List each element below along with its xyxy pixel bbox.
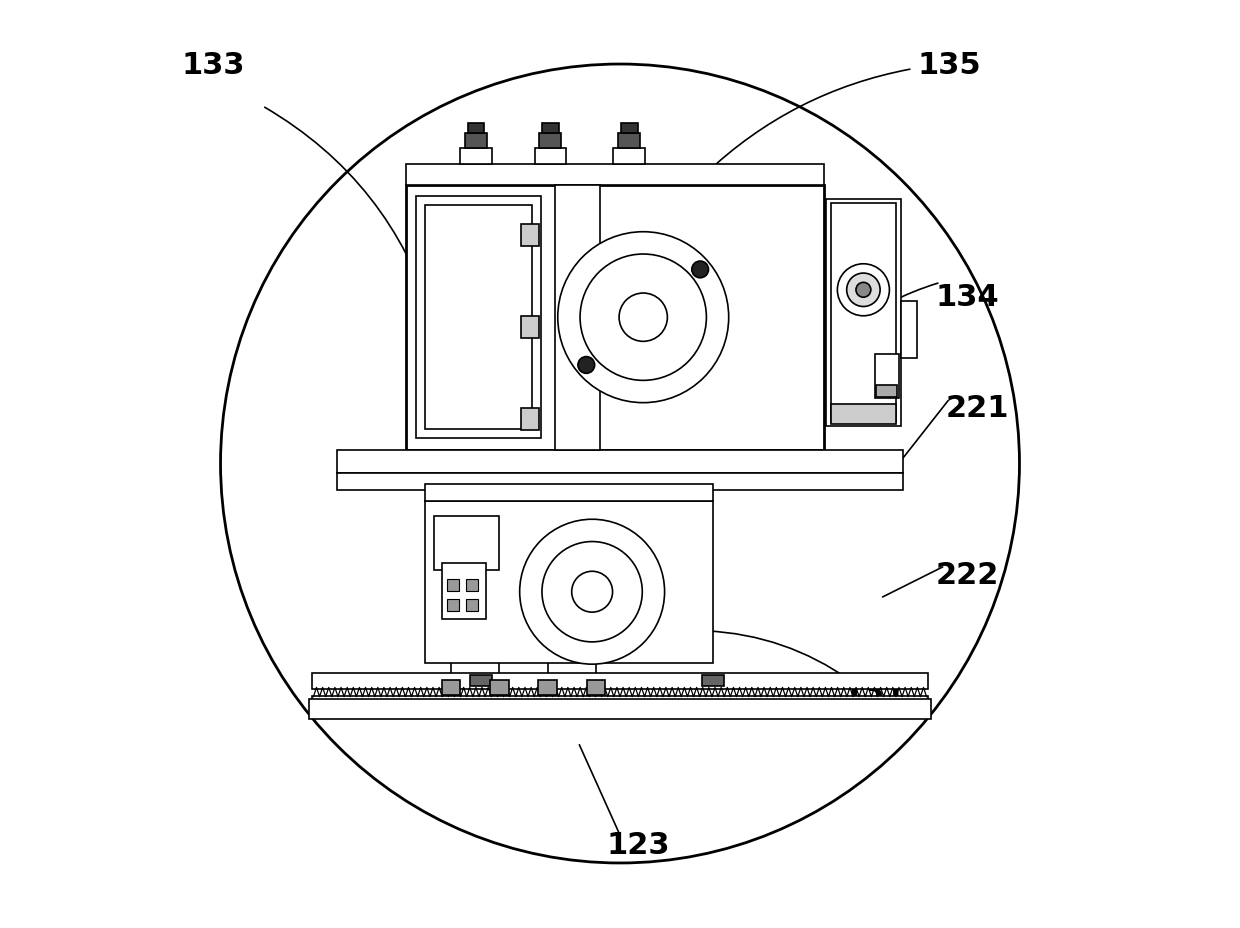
Bar: [448, 599, 459, 612]
Circle shape: [692, 262, 708, 278]
Bar: [831, 405, 897, 425]
Bar: [309, 699, 931, 719]
Bar: [521, 316, 539, 339]
Bar: [534, 148, 567, 165]
Text: 135: 135: [918, 50, 981, 80]
Circle shape: [520, 520, 665, 664]
Circle shape: [542, 542, 642, 642]
Bar: [336, 473, 904, 490]
Text: 123: 123: [606, 830, 670, 859]
Bar: [407, 165, 825, 186]
Circle shape: [837, 264, 889, 316]
Bar: [466, 599, 477, 612]
Bar: [877, 386, 897, 397]
Bar: [556, 186, 600, 450]
Bar: [702, 676, 724, 687]
Bar: [311, 696, 929, 710]
Bar: [874, 354, 899, 399]
Bar: [614, 148, 645, 165]
Bar: [441, 680, 460, 695]
Bar: [434, 517, 500, 571]
Circle shape: [580, 254, 707, 381]
Bar: [407, 186, 825, 450]
Bar: [448, 579, 459, 591]
Bar: [460, 148, 492, 165]
Text: 131: 131: [843, 677, 906, 706]
Bar: [831, 204, 897, 422]
Bar: [521, 408, 539, 431]
Circle shape: [558, 233, 729, 403]
Bar: [415, 197, 541, 439]
Bar: [311, 673, 929, 690]
Bar: [542, 124, 559, 134]
Bar: [425, 206, 532, 430]
Bar: [900, 302, 918, 358]
Circle shape: [578, 357, 595, 374]
Bar: [490, 680, 508, 695]
Bar: [466, 579, 477, 591]
Bar: [425, 484, 713, 501]
Circle shape: [856, 283, 870, 298]
Bar: [538, 680, 557, 695]
Bar: [826, 200, 900, 427]
Bar: [587, 680, 605, 695]
Bar: [467, 124, 485, 134]
Circle shape: [847, 274, 880, 307]
Text: 134: 134: [936, 282, 999, 312]
Bar: [336, 450, 904, 473]
Text: 222: 222: [936, 561, 999, 590]
Bar: [470, 676, 492, 687]
Bar: [521, 225, 539, 247]
Text: 133: 133: [181, 50, 246, 80]
Bar: [465, 134, 487, 148]
Text: 221: 221: [945, 393, 1008, 423]
Circle shape: [572, 572, 613, 612]
Bar: [425, 501, 713, 664]
Bar: [619, 134, 640, 148]
Bar: [539, 134, 562, 148]
Bar: [441, 563, 486, 619]
Circle shape: [619, 293, 667, 342]
Circle shape: [221, 65, 1019, 863]
Bar: [621, 124, 637, 134]
